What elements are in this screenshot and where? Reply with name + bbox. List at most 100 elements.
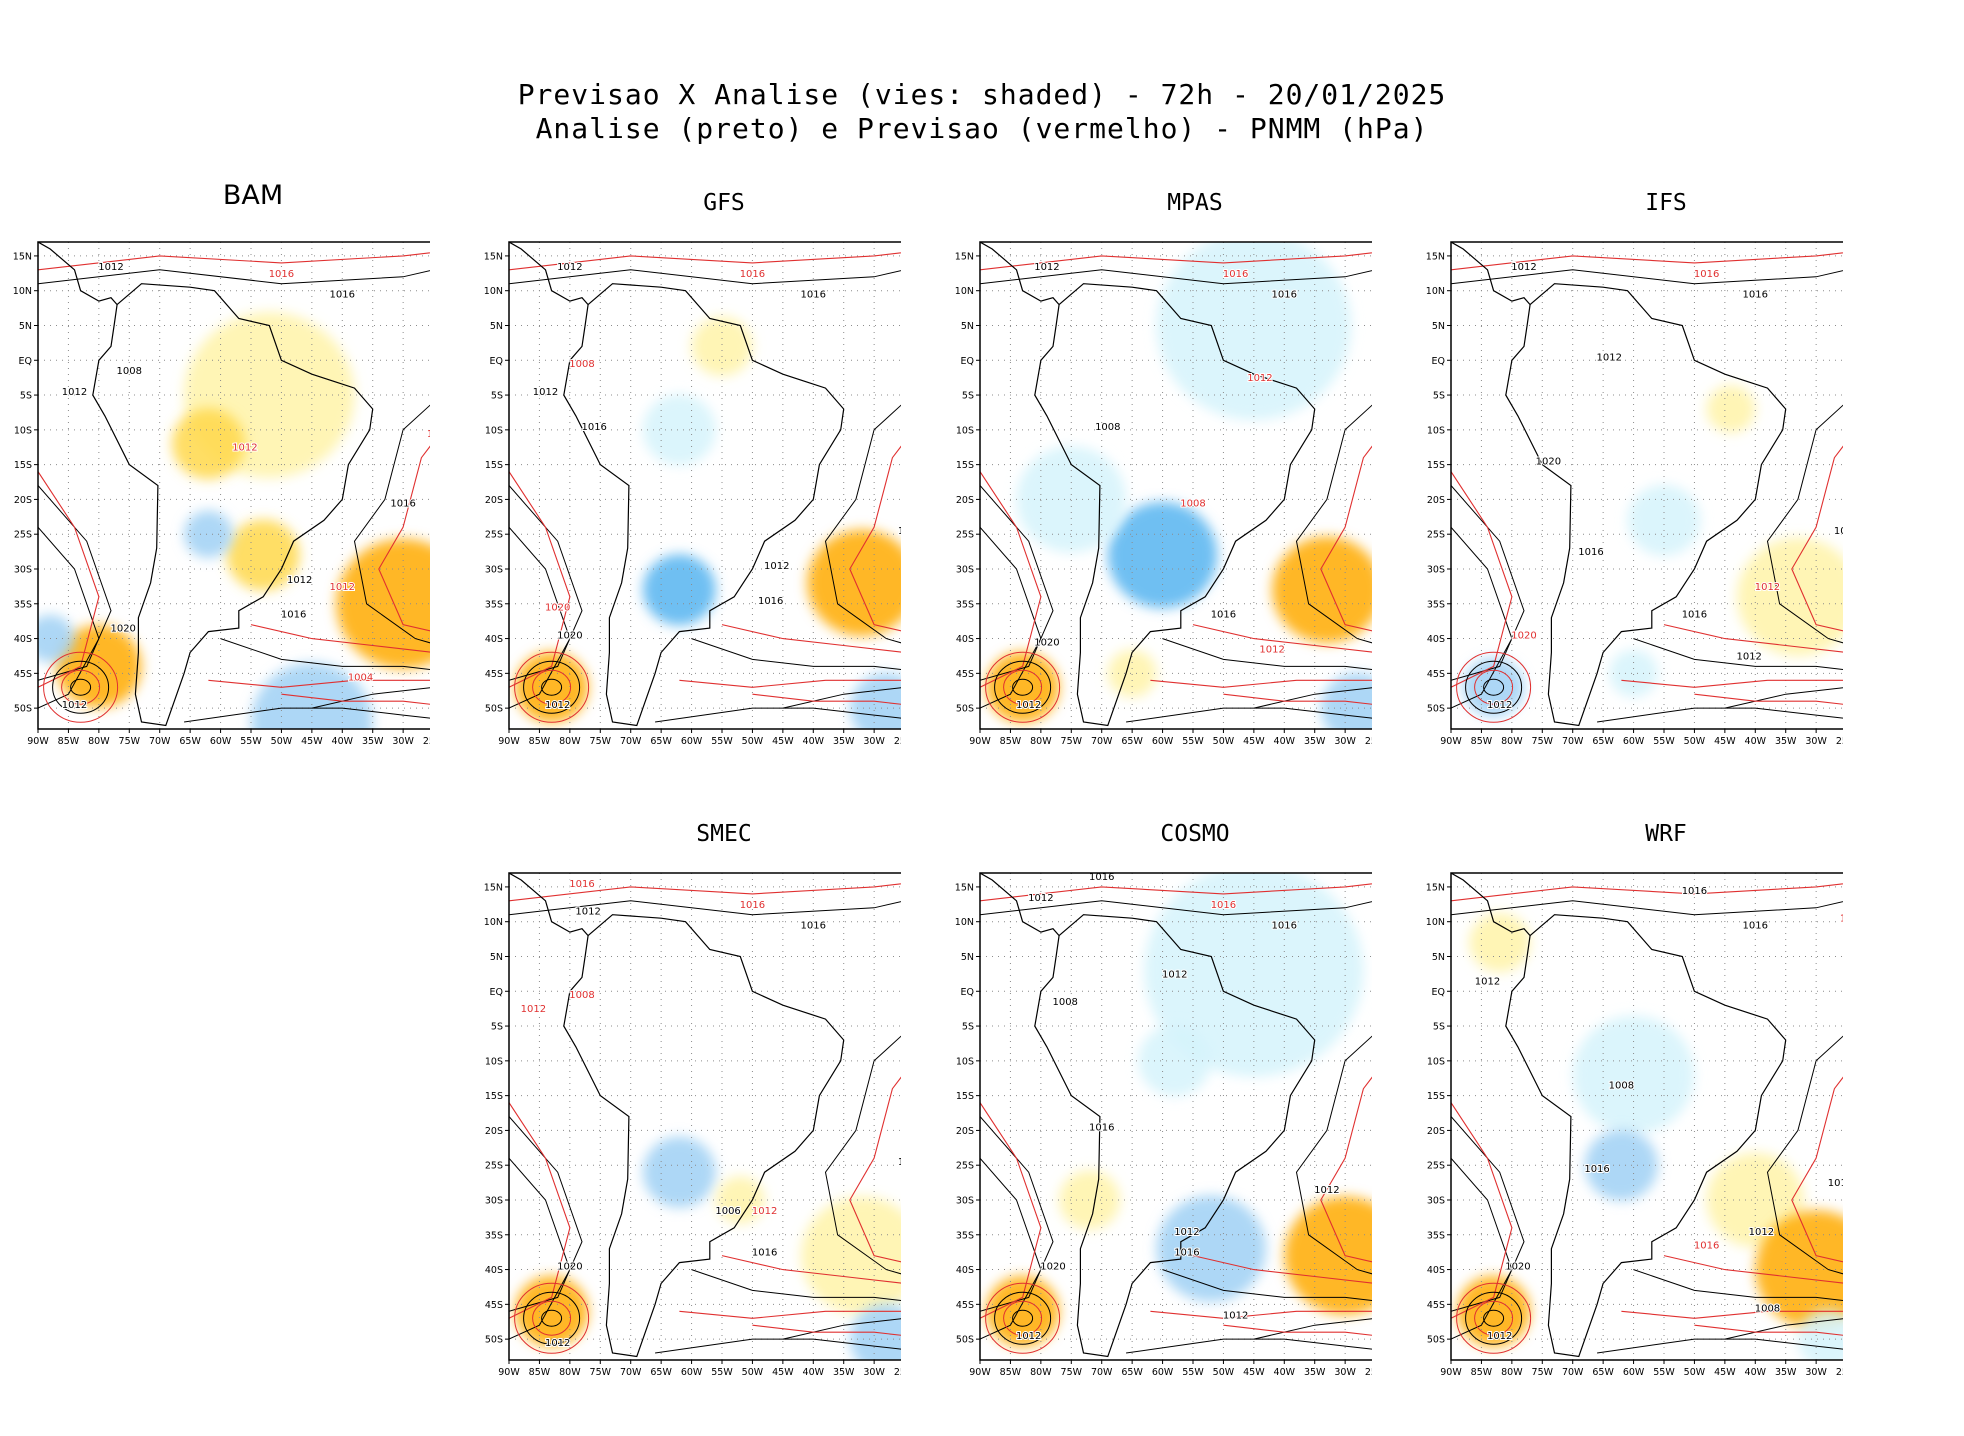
isobar-label: 1016 [1272, 290, 1297, 301]
lon-tick-label: 40W [332, 736, 354, 747]
bias-area [1272, 536, 1382, 644]
lon-tick-label: 60W [681, 1367, 703, 1378]
coastline [563, 914, 845, 1358]
lat-tick-label: 25S [14, 530, 32, 541]
lon-tick-label: 30W [1334, 1367, 1356, 1378]
lon-tick-label: 60W [1152, 1367, 1174, 1378]
high-pressure-ring [514, 1282, 590, 1354]
high-pressure-ring [541, 1309, 563, 1327]
lat-tick-label: 45S [1427, 1300, 1445, 1311]
lon-tick-label: 80W [88, 736, 110, 747]
panel-title: IFS [1645, 190, 1687, 216]
isobar-label: 1012 [1174, 1227, 1199, 1238]
lat-tick-label: 40S [485, 634, 503, 645]
lon-tick-label: 45W [772, 1367, 794, 1378]
bias-area [642, 1136, 716, 1208]
isobar-label: 1016 [1682, 610, 1707, 621]
lon-tick-label: 35W [833, 736, 855, 747]
lat-tick-label: 10S [1427, 1056, 1445, 1067]
coastline-central-america [38, 242, 118, 305]
coastline-central-america [509, 873, 589, 936]
isobar-label: 1008 [569, 359, 594, 370]
lon-tick-label: 35W [833, 1367, 855, 1378]
lat-tick-label: 5N [1432, 321, 1445, 332]
lat-tick-label: 20S [485, 495, 503, 506]
lat-tick-label: 40S [1427, 634, 1445, 645]
lon-tick-label: 50W [742, 1367, 764, 1378]
high-pressure-ring [1456, 651, 1532, 723]
isobar-analysis [509, 262, 935, 285]
bias-area [807, 529, 917, 637]
lon-tick-label: 55W [1182, 1367, 1204, 1378]
lat-tick-label: 35S [485, 1230, 503, 1241]
isobar-forecast [849, 401, 935, 640]
lon-tick-label: 30W [1805, 1367, 1827, 1378]
isobar-label: 1008 [1095, 422, 1120, 433]
panel-title: COSMO [1160, 821, 1230, 847]
lat-tick-label: 35S [956, 599, 974, 610]
lon-tick-label: 70W [1562, 736, 1584, 747]
isobar-label: 1012 [1034, 262, 1059, 273]
isobar-analysis [1126, 707, 1406, 723]
high-pressure-ring [514, 651, 590, 723]
isobar-analysis [1633, 638, 1877, 674]
bias-area [184, 510, 233, 558]
map-layer: 1012 1016 1016 1008 1012 1012 1012 1016 1012 1020… [38, 242, 464, 729]
lon-tick-label: 40W [1745, 1367, 1767, 1378]
isobar-analysis [824, 373, 935, 653]
lon-tick-label: 40W [803, 1367, 825, 1378]
lat-tick-label: 5S [962, 1022, 974, 1033]
map-layer: 1012 1016 1016 1012 1020 1016 1012 1016 1012 1020… [1451, 242, 1877, 729]
isobar-forecast [509, 248, 935, 271]
isobar-label: 1020 [1040, 1262, 1065, 1273]
isobar-label: 1012 [330, 582, 355, 593]
lat-tick-label: 50S [956, 704, 974, 715]
lon-tick-label: 70W [1091, 1367, 1113, 1378]
high-pressure-ring [532, 669, 572, 705]
lon-tick-label: 35W [1775, 736, 1797, 747]
isobar-label: 1012 [557, 262, 582, 273]
lat-tick-label: 20S [956, 1126, 974, 1137]
isobar-label: 1008 [117, 366, 142, 377]
high-pressure-ring [70, 678, 92, 696]
lon-tick-label: 55W [1653, 736, 1675, 747]
isobar-forecast [1150, 1310, 1406, 1319]
lat-tick-label: 30S [485, 564, 503, 575]
lat-tick-label: 45S [485, 1300, 503, 1311]
lon-tick-label: 70W [1562, 1367, 1584, 1378]
lat-tick-label: 10N [484, 917, 503, 928]
isobar-forecast [1451, 879, 1877, 902]
lon-tick-label: 55W [1182, 736, 1204, 747]
isobar-label: 1006 [715, 1206, 740, 1217]
lat-tick-label: 5N [961, 321, 974, 332]
lon-tick-label: 80W [559, 736, 581, 747]
bias-area [251, 662, 373, 729]
lon-tick-label: 60W [1623, 1367, 1645, 1378]
bias-area [171, 408, 245, 480]
panel-title: SMEC [696, 821, 752, 847]
isobar-label: 1016 [758, 596, 783, 607]
panel-title: WRF [1645, 821, 1687, 847]
lat-tick-label: 25S [1427, 1161, 1445, 1172]
lat-tick-label: 15S [1427, 1091, 1445, 1102]
coastline [563, 283, 845, 727]
isobar-analysis [38, 262, 464, 285]
isobar-analysis [980, 893, 1406, 916]
lat-tick-label: 20S [1427, 495, 1445, 506]
isobar-label: 1016 [1584, 1164, 1609, 1175]
lat-tick-label: 15N [1426, 251, 1445, 262]
lat-tick-label: 10S [14, 425, 32, 436]
lat-tick-label: 45S [956, 669, 974, 680]
isobar-analysis [1633, 1269, 1877, 1305]
lon-tick-label: 60W [1623, 736, 1645, 747]
lat-tick-label: 35S [1427, 599, 1445, 610]
lon-tick-label: 25W [423, 736, 430, 747]
lon-tick-label: 65W [179, 736, 201, 747]
lon-tick-label: 45W [301, 736, 323, 747]
lat-tick-label: 15N [13, 251, 32, 262]
isobar-label: 1016 [801, 290, 826, 301]
isobar-label: 1012 [1487, 700, 1512, 711]
high-pressure-ring [1012, 1309, 1034, 1327]
lat-tick-label: 5N [19, 321, 32, 332]
isobar-label: 1016 [801, 921, 826, 932]
